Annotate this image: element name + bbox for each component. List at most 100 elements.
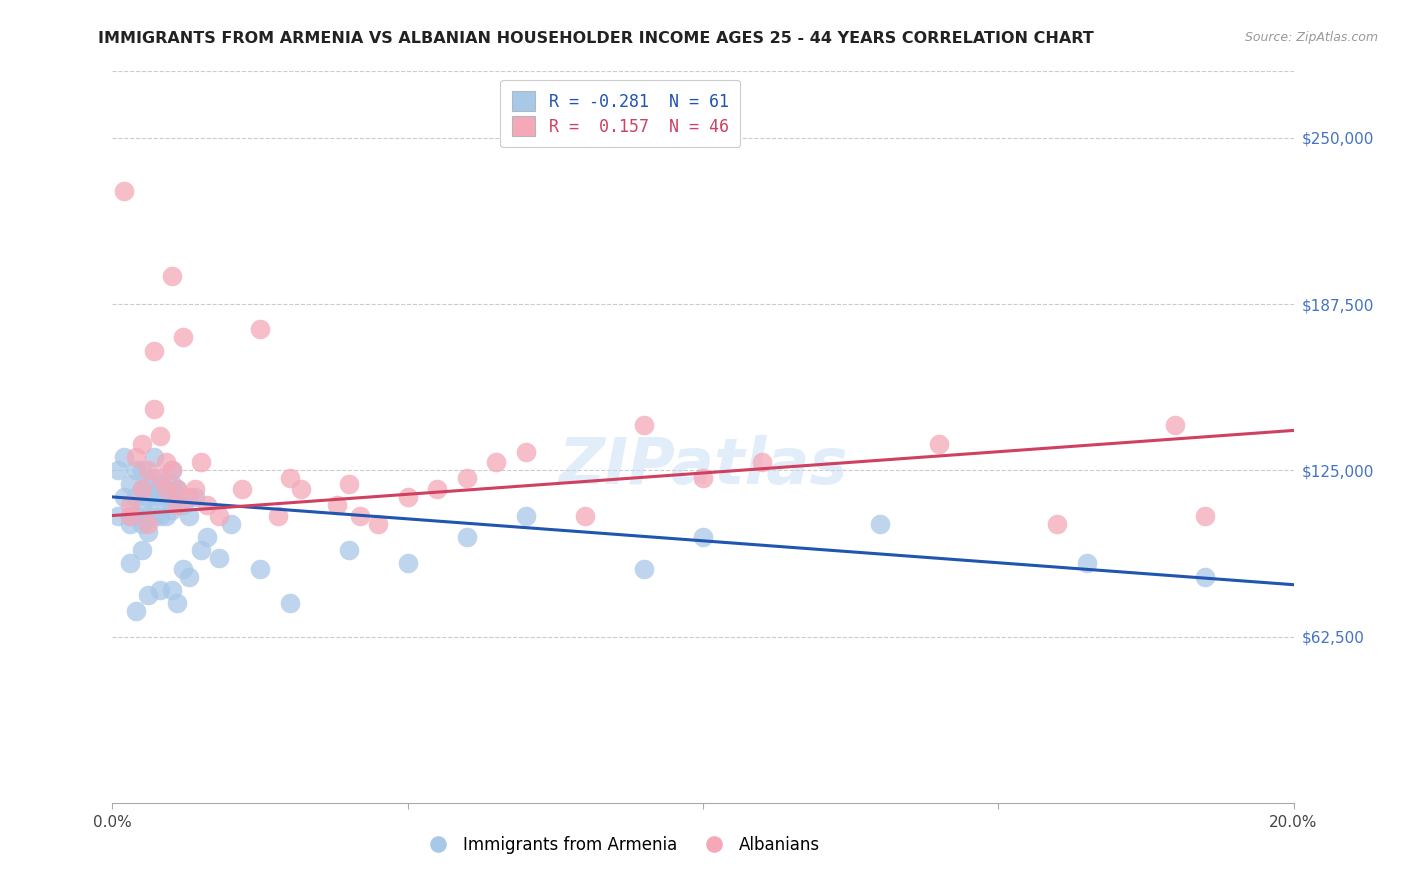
Point bbox=[179, 508, 201, 523]
Point bbox=[184, 490, 207, 504]
Point bbox=[485, 455, 508, 469]
Point bbox=[1076, 557, 1098, 571]
Point bbox=[160, 503, 183, 517]
Point bbox=[155, 482, 177, 496]
Point bbox=[367, 516, 389, 531]
Point bbox=[692, 471, 714, 485]
Point bbox=[633, 562, 655, 576]
Point bbox=[131, 482, 153, 496]
Point bbox=[278, 596, 301, 610]
Point bbox=[125, 490, 148, 504]
Point bbox=[136, 463, 159, 477]
Point bbox=[172, 562, 194, 576]
Point bbox=[179, 570, 201, 584]
Point bbox=[155, 490, 177, 504]
Point bbox=[208, 508, 231, 523]
Point bbox=[166, 490, 188, 504]
Point bbox=[149, 429, 172, 443]
Point bbox=[179, 490, 201, 504]
Point bbox=[149, 476, 172, 491]
Point bbox=[131, 436, 153, 450]
Point bbox=[337, 543, 360, 558]
Point bbox=[149, 490, 172, 504]
Point bbox=[149, 582, 172, 597]
Point bbox=[160, 463, 183, 477]
Point bbox=[155, 455, 177, 469]
Point bbox=[160, 490, 183, 504]
Text: Source: ZipAtlas.com: Source: ZipAtlas.com bbox=[1244, 31, 1378, 45]
Point bbox=[107, 463, 129, 477]
Point bbox=[219, 516, 242, 531]
Point bbox=[166, 482, 188, 496]
Point bbox=[120, 498, 142, 512]
Point bbox=[172, 498, 194, 512]
Point bbox=[184, 482, 207, 496]
Point bbox=[166, 498, 188, 512]
Point bbox=[1194, 508, 1216, 523]
Point bbox=[131, 543, 153, 558]
Point bbox=[633, 418, 655, 433]
Point bbox=[136, 516, 159, 531]
Point bbox=[131, 498, 153, 512]
Point bbox=[120, 508, 142, 523]
Point bbox=[208, 551, 231, 566]
Point bbox=[136, 490, 159, 504]
Point bbox=[290, 482, 312, 496]
Point bbox=[125, 463, 148, 477]
Point bbox=[142, 402, 165, 417]
Point bbox=[166, 482, 188, 496]
Point bbox=[131, 516, 153, 531]
Point bbox=[142, 490, 165, 504]
Point bbox=[136, 508, 159, 523]
Point bbox=[396, 557, 419, 571]
Point bbox=[1164, 418, 1187, 433]
Point bbox=[160, 463, 183, 477]
Point bbox=[195, 498, 218, 512]
Point bbox=[160, 269, 183, 284]
Point bbox=[396, 490, 419, 504]
Point bbox=[125, 508, 148, 523]
Point bbox=[349, 508, 371, 523]
Point bbox=[456, 471, 478, 485]
Point bbox=[1046, 516, 1069, 531]
Point bbox=[1194, 570, 1216, 584]
Point bbox=[142, 471, 165, 485]
Point bbox=[112, 490, 135, 504]
Point bbox=[928, 436, 950, 450]
Text: ZIPatlas: ZIPatlas bbox=[558, 435, 848, 498]
Point bbox=[574, 508, 596, 523]
Point bbox=[131, 482, 153, 496]
Point bbox=[751, 455, 773, 469]
Point bbox=[149, 508, 172, 523]
Point bbox=[142, 343, 165, 358]
Point bbox=[190, 455, 212, 469]
Point bbox=[142, 508, 165, 523]
Legend: Immigrants from Armenia, Albanians: Immigrants from Armenia, Albanians bbox=[415, 829, 827, 860]
Point bbox=[249, 562, 271, 576]
Point bbox=[142, 450, 165, 464]
Point bbox=[120, 508, 142, 523]
Point bbox=[326, 498, 349, 512]
Point bbox=[515, 508, 537, 523]
Point bbox=[120, 516, 142, 531]
Point bbox=[337, 476, 360, 491]
Point bbox=[249, 322, 271, 336]
Point bbox=[131, 463, 153, 477]
Point bbox=[160, 476, 183, 491]
Point bbox=[172, 330, 194, 344]
Point bbox=[112, 450, 135, 464]
Point bbox=[120, 557, 142, 571]
Point bbox=[155, 508, 177, 523]
Point bbox=[195, 530, 218, 544]
Text: IMMIGRANTS FROM ARMENIA VS ALBANIAN HOUSEHOLDER INCOME AGES 25 - 44 YEARS CORREL: IMMIGRANTS FROM ARMENIA VS ALBANIAN HOUS… bbox=[98, 31, 1094, 46]
Point bbox=[456, 530, 478, 544]
Point bbox=[166, 596, 188, 610]
Point bbox=[267, 508, 290, 523]
Point bbox=[125, 604, 148, 618]
Point bbox=[160, 582, 183, 597]
Point bbox=[112, 184, 135, 198]
Point bbox=[107, 508, 129, 523]
Point bbox=[120, 476, 142, 491]
Point bbox=[149, 471, 172, 485]
Point bbox=[136, 524, 159, 539]
